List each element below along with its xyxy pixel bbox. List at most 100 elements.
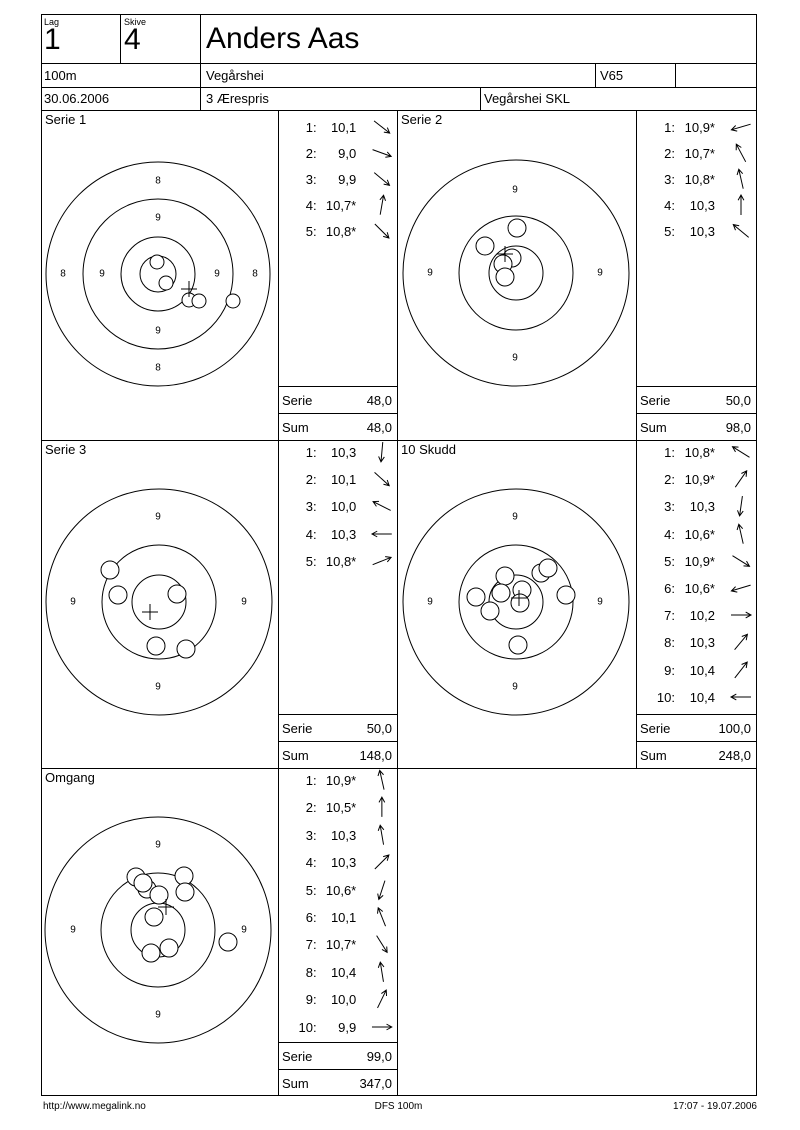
shot-row: 4: 10,3 — [636, 193, 754, 215]
shot-direction-arrow-icon — [374, 223, 390, 239]
shot-row: 2: 10,1 — [278, 469, 395, 489]
arrow-path — [734, 633, 749, 651]
skive-label: Skive — [124, 17, 147, 27]
shot-hole — [100, 560, 120, 580]
target-ring — [44, 816, 272, 1044]
shot-direction-arrow-icon — [374, 471, 391, 487]
shot-number: 1: — [664, 444, 675, 460]
sum-total: 98,0 — [725, 420, 751, 435]
shot-row: 9: 10,4 — [636, 660, 754, 680]
shot-hole — [149, 885, 169, 905]
shot-row: 1: 10,1 — [278, 117, 395, 137]
shot-row: 1: 10,9* — [636, 117, 754, 137]
shot-direction-arrow-icon — [377, 880, 386, 901]
arrow-path — [377, 769, 385, 790]
shot-number: 2: — [664, 145, 675, 161]
shot-row: 4: 10,3 — [278, 524, 395, 544]
shot-row: 3: 10,3 — [636, 496, 754, 517]
ring-label: 9 — [512, 682, 518, 693]
shot-number: 6: — [305, 909, 317, 925]
shot-direction-arrow-icon — [379, 194, 387, 215]
shot-row: 2: 10,7* — [636, 143, 754, 163]
ring-label: 9 — [155, 213, 161, 224]
shot-number: 1: — [305, 444, 317, 460]
serie-label: Serie — [640, 393, 671, 408]
mean-point-cross — [511, 590, 527, 606]
ring-label: 8 — [155, 176, 161, 187]
shot-row: 2: 10,5* — [278, 796, 395, 817]
shot-hole — [174, 866, 194, 886]
block-title: Omgang — [45, 770, 95, 785]
target-ring — [458, 215, 574, 331]
arrow-path — [377, 989, 388, 1009]
shot-score: 9,0 — [338, 145, 357, 161]
shot-hole — [158, 275, 174, 291]
shot-score: 10,7* — [325, 197, 357, 213]
shot-row: 6: 10,1 — [278, 906, 395, 927]
shot-number: 8: — [305, 964, 317, 980]
arrow-path — [736, 168, 744, 189]
shot-number: 1: — [305, 119, 317, 135]
shot-row: 5: 10,3 — [636, 221, 754, 241]
shot-hole — [141, 943, 161, 963]
shot-score: 10,3 — [689, 197, 715, 213]
shot-score: 10,0 — [330, 991, 357, 1007]
serie-total: 100,0 — [718, 721, 751, 736]
shot-row: 3: 10,8* — [636, 168, 754, 189]
shot-hole — [108, 585, 128, 605]
shot-direction-arrow-icon — [737, 193, 745, 215]
shot-score: 10,1 — [330, 119, 357, 135]
target-ring — [488, 245, 544, 301]
shot-row: 9: 10,0 — [278, 989, 395, 1009]
arrow-path — [736, 523, 744, 544]
arrow-path — [737, 496, 744, 517]
shot-hole — [146, 636, 166, 656]
shot-hole — [167, 584, 187, 604]
shot-number: 4: — [305, 854, 317, 870]
arrow-path — [374, 172, 391, 187]
targets-layer: 8 8 8 8 9 9 9 9 9 9 9 9 9 9 9 9 9 9 9 9 9 9 9 9 — [44, 159, 630, 1044]
shot-number: 2: — [305, 471, 317, 487]
arrow-path — [731, 446, 750, 458]
block-title: Serie 1 — [45, 112, 87, 127]
footer-url: http://www.megalink.no — [43, 1101, 146, 1112]
ring-label: 9 — [241, 597, 247, 608]
shot-direction-arrow-icon — [374, 854, 390, 870]
sum-label: Sum — [282, 748, 309, 763]
shot-row: 8: 10,3 — [636, 632, 754, 652]
ring-label: 9 — [427, 268, 433, 279]
arrow-path — [737, 193, 745, 215]
shot-score: 10,9* — [684, 119, 715, 135]
shot-direction-arrow-icon — [378, 961, 385, 982]
target-ring — [45, 488, 273, 716]
serie-total: 50,0 — [725, 393, 751, 408]
arrow-path — [371, 530, 393, 538]
sum-label: Sum — [282, 1076, 309, 1091]
shot-hole — [133, 873, 153, 893]
shot-hole — [191, 293, 207, 309]
shot-number: 4: — [664, 526, 675, 542]
shot-score: 10,1 — [330, 471, 357, 487]
shot-number: 9: — [664, 662, 675, 678]
serie-label: Serie — [282, 1049, 313, 1064]
ring-label: 9 — [99, 269, 105, 280]
shot-score: 10,0 — [330, 498, 357, 514]
arrow-path — [378, 796, 386, 817]
shot-hole — [225, 293, 241, 309]
ring-label: 9 — [512, 185, 518, 196]
arrow-path — [374, 854, 390, 870]
shot-score: 10,9* — [684, 471, 715, 487]
shot-direction-arrow-icon — [735, 143, 747, 163]
target-ring — [402, 488, 630, 716]
mean-point-cross — [142, 604, 158, 620]
shot-direction-arrow-icon — [732, 555, 751, 567]
footer-program: DFS 100m — [374, 1101, 423, 1112]
arrow-path — [732, 555, 751, 567]
shot-score: 10,5* — [325, 799, 357, 815]
shot-row: 7: 10,7* — [278, 934, 395, 954]
shot-score: 10,8* — [684, 171, 715, 187]
shot-score: 10,4 — [689, 662, 715, 678]
mean-point-cross — [181, 281, 197, 297]
ring-label: 9 — [427, 597, 433, 608]
